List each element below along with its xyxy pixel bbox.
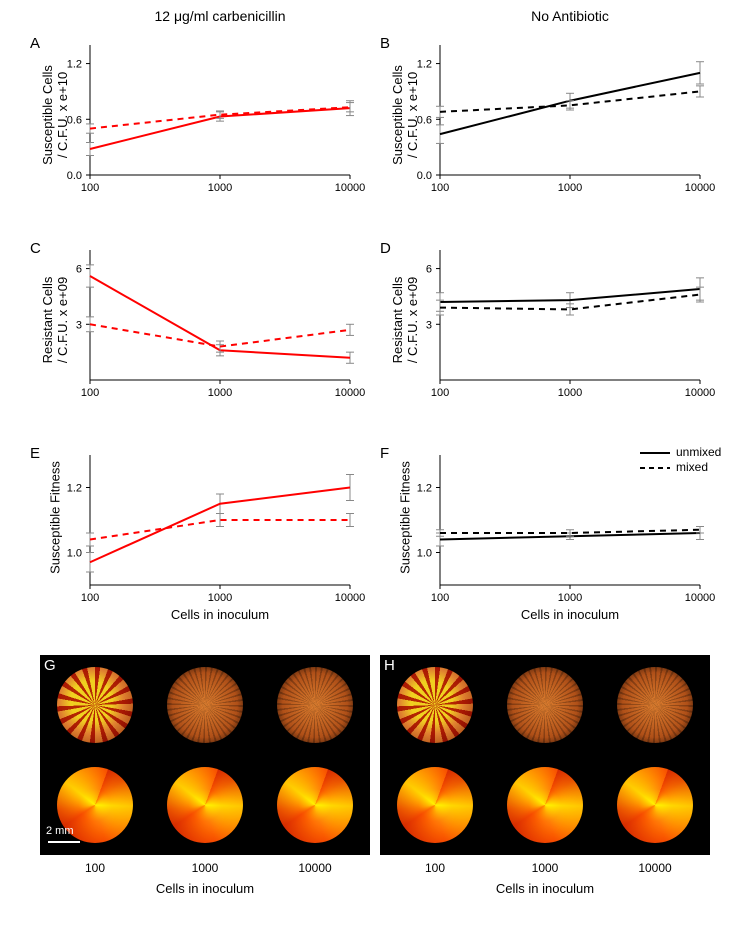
colony-image [507, 667, 583, 743]
legend: unmixedmixed [640, 445, 721, 475]
panel-label-C: C [30, 240, 41, 257]
svg-text:6: 6 [76, 264, 82, 276]
ylabel-F: Susceptible Fitness [398, 458, 413, 578]
image-xtick: 10000 [260, 861, 370, 875]
image-panel-G [40, 655, 370, 855]
svg-text:10000: 10000 [335, 182, 366, 194]
chart-B: 0.00.61.2100100010000 [440, 45, 700, 175]
panel-label-B: B [380, 35, 390, 52]
svg-text:100: 100 [81, 182, 99, 194]
panel-label-A: A [30, 35, 40, 52]
svg-text:1.2: 1.2 [67, 59, 82, 71]
legend-unmixed: unmixed [640, 445, 721, 460]
colony-image [57, 667, 133, 743]
svg-text:1000: 1000 [558, 387, 582, 399]
ylabel-D: Resistant Cells/ C.F.U. x e+09 [390, 260, 420, 380]
xlabel-F: Cells in inoculum [440, 607, 700, 622]
col-title-left: 12 μg/ml carbenicillin [90, 8, 350, 24]
colony-image [277, 667, 353, 743]
chart-C: 36100100010000 [90, 250, 350, 380]
image-xtick: 1000 [490, 861, 600, 875]
svg-text:1.2: 1.2 [417, 59, 432, 71]
panel-label-D: D [380, 240, 391, 257]
colony-image [167, 767, 243, 843]
image-xtick: 10000 [600, 861, 710, 875]
ylabel-A: Susceptible Cells/ C.F.U. x e+10 [40, 55, 70, 175]
svg-text:10000: 10000 [685, 592, 716, 604]
svg-text:10000: 10000 [685, 182, 716, 194]
chart-E: 1.01.2100100010000 [90, 455, 350, 585]
image-xlabel-G: Cells in inoculum [40, 881, 370, 896]
panel-label-E: E [30, 445, 40, 462]
svg-text:0.0: 0.0 [417, 170, 432, 182]
svg-text:1.0: 1.0 [417, 548, 432, 560]
colony-image [507, 767, 583, 843]
chart-A: 0.00.61.2100100010000 [90, 45, 350, 175]
panel-label-F: F [380, 445, 389, 462]
svg-text:1000: 1000 [558, 182, 582, 194]
ylabel-C: Resistant Cells/ C.F.U. x e+09 [40, 260, 70, 380]
svg-text:6: 6 [426, 264, 432, 276]
scale-bar [48, 841, 80, 843]
colony-image [397, 667, 473, 743]
chart-D: 36100100010000 [440, 250, 700, 380]
svg-text:0.6: 0.6 [417, 114, 432, 126]
colony-image [617, 667, 693, 743]
image-xtick: 100 [380, 861, 490, 875]
colony-image [277, 767, 353, 843]
svg-text:100: 100 [431, 182, 449, 194]
ylabel-B: Susceptible Cells/ C.F.U. x e+10 [390, 55, 420, 175]
panel-label-G: G [44, 657, 56, 674]
svg-text:1000: 1000 [208, 592, 232, 604]
svg-text:10000: 10000 [335, 592, 366, 604]
scale-bar-label: 2 mm [46, 825, 74, 837]
svg-text:100: 100 [81, 592, 99, 604]
svg-text:1.2: 1.2 [67, 483, 82, 495]
svg-text:1000: 1000 [558, 592, 582, 604]
svg-text:3: 3 [426, 319, 432, 331]
svg-text:3: 3 [76, 319, 82, 331]
colony-image [617, 767, 693, 843]
panel-label-H: H [384, 657, 395, 674]
svg-text:1000: 1000 [208, 182, 232, 194]
svg-text:1.0: 1.0 [67, 548, 82, 560]
colony-image [167, 667, 243, 743]
svg-text:100: 100 [431, 592, 449, 604]
xlabel-E: Cells in inoculum [90, 607, 350, 622]
col-title-right: No Antibiotic [440, 8, 700, 24]
figure-root: 12 μg/ml carbenicillin No Antibiotic ASu… [0, 0, 730, 941]
svg-text:1.2: 1.2 [417, 483, 432, 495]
image-xtick: 100 [40, 861, 150, 875]
svg-text:1000: 1000 [208, 387, 232, 399]
svg-text:0.6: 0.6 [67, 114, 82, 126]
svg-text:10000: 10000 [335, 387, 366, 399]
svg-text:100: 100 [81, 387, 99, 399]
svg-text:10000: 10000 [685, 387, 716, 399]
svg-text:0.0: 0.0 [67, 170, 82, 182]
image-xtick: 1000 [150, 861, 260, 875]
ylabel-E: Susceptible Fitness [48, 458, 63, 578]
colony-image [397, 767, 473, 843]
image-panel-H [380, 655, 710, 855]
svg-text:100: 100 [431, 387, 449, 399]
image-xlabel-H: Cells in inoculum [380, 881, 710, 896]
legend-mixed: mixed [640, 460, 721, 475]
